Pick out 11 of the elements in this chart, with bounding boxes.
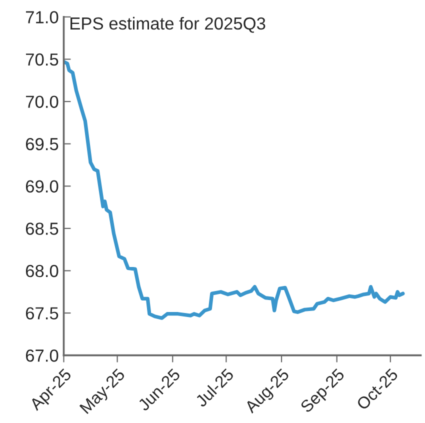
y-tick-label: 67.5 bbox=[26, 307, 58, 320]
y-tick-label: 70.0 bbox=[26, 96, 58, 108]
y-tick-label: 67.0 bbox=[26, 349, 58, 362]
y-tick-label: 69.5 bbox=[26, 138, 58, 150]
y-tick-label: 68.0 bbox=[26, 264, 58, 278]
y-tick-label: 71.0 bbox=[26, 11, 58, 24]
y-tick-label: 69.0 bbox=[26, 180, 58, 193]
y-axis-title: EPS estimate for 2025Q3 bbox=[70, 16, 266, 33]
y-tick-label: 70.5 bbox=[26, 53, 58, 66]
line-series bbox=[64, 60, 405, 320]
y-tick-label: 68.5 bbox=[26, 222, 58, 235]
